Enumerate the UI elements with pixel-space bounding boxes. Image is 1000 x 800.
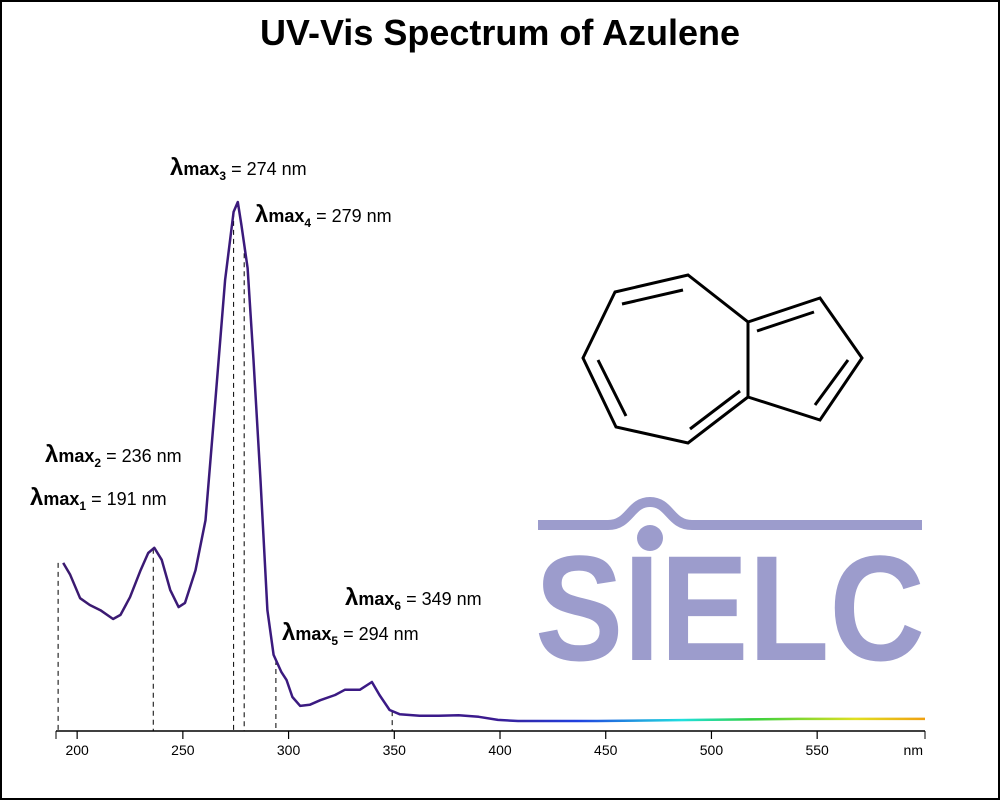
lambda-symbol: λ (282, 619, 295, 646)
logo: SIELC (535, 496, 925, 692)
peak-annotation: λmax3 = 274 nm (170, 154, 307, 183)
lambda-symbol: λ (345, 584, 358, 611)
x-tick-label: 400 (488, 742, 512, 758)
lambda-label: max (183, 159, 219, 179)
lambda-symbol: λ (30, 484, 43, 511)
logo-text: SIELC (535, 524, 925, 692)
lambda-subscript: 5 (331, 634, 338, 648)
lambda-value: = 274 nm (231, 159, 307, 179)
lambda-value: = 191 nm (91, 489, 167, 509)
lambda-label: max (268, 206, 304, 226)
lambda-value: = 279 nm (316, 206, 392, 226)
chart-title: UV-Vis Spectrum of Azulene (260, 12, 740, 53)
peak-annotation: λmax4 = 279 nm (255, 201, 392, 230)
lambda-symbol: λ (255, 201, 268, 228)
lambda-symbol: λ (170, 154, 183, 181)
x-tick-label: 500 (700, 742, 724, 758)
peak-annotation: λmax1 = 191 nm (30, 484, 167, 513)
x-tick-label: 550 (805, 742, 829, 758)
lambda-label: max (295, 624, 331, 644)
peak-annotation: λmax6 = 349 nm (345, 584, 482, 613)
lambda-subscript: 1 (79, 499, 86, 513)
lambda-value: = 349 nm (406, 589, 482, 609)
lambda-label: max (358, 589, 394, 609)
lambda-value: = 294 nm (343, 624, 419, 644)
lambda-value: = 236 nm (106, 446, 182, 466)
lambda-symbol: λ (45, 441, 58, 468)
lambda-subscript: 2 (94, 456, 101, 470)
azulene-structure (581, 273, 864, 445)
x-axis-label: nm (904, 742, 923, 758)
peak-annotation: λmax2 = 236 nm (45, 441, 182, 470)
lambda-subscript: 3 (219, 169, 226, 183)
x-tick-label: 350 (383, 742, 407, 758)
spectrum-line (62, 200, 925, 723)
lambda-label: max (43, 489, 79, 509)
lambda-label: max (58, 446, 94, 466)
lambda-subscript: 6 (394, 599, 401, 613)
x-tick-label: 250 (171, 742, 195, 758)
x-tick-label: 300 (277, 742, 301, 758)
lambda-subscript: 4 (304, 216, 311, 230)
x-tick-label: 200 (65, 742, 89, 758)
x-tick-label: 450 (594, 742, 618, 758)
peak-annotation: λmax5 = 294 nm (282, 619, 419, 648)
